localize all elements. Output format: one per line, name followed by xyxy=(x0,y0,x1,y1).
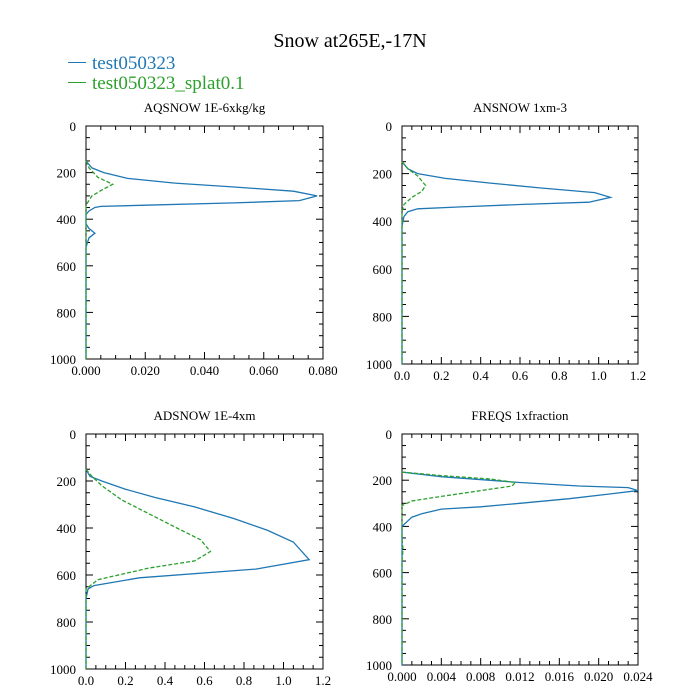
y-tick-label: 600 xyxy=(57,259,77,274)
x-tick-label: 0.4 xyxy=(157,673,174,688)
series-line-test050323 xyxy=(401,161,614,364)
x-tick-label: 0.000 xyxy=(71,363,100,378)
x-tick-label: 0.000 xyxy=(387,669,416,684)
x-tick-label: 0.024 xyxy=(623,669,653,684)
y-tick-label: 800 xyxy=(57,615,77,630)
x-tick-label: 0.080 xyxy=(308,363,337,378)
x-tick-label: 0.4 xyxy=(473,368,490,383)
series-line-test050323-splat0-1 xyxy=(401,471,517,665)
x-tick-label: 0.012 xyxy=(505,669,534,684)
y-tick-label: 400 xyxy=(57,212,77,227)
y-tick-label: 0 xyxy=(70,119,77,134)
x-tick-label: 0.2 xyxy=(433,368,449,383)
panel-2-title: ANSNOW 1xm-3 xyxy=(473,100,567,115)
x-tick-label: 0.060 xyxy=(249,363,278,378)
y-tick-label: 1000 xyxy=(50,662,76,677)
y-tick-label: 800 xyxy=(373,309,393,324)
y-tick-label: 400 xyxy=(373,519,393,534)
legend-label-2: test050323_splat0.1 xyxy=(92,73,245,94)
panel-4-title: FREQS 1xfraction xyxy=(471,408,569,423)
panel-1-frame xyxy=(85,125,324,360)
panel-3-title: ADSNOW 1E-4xm xyxy=(154,408,256,423)
x-tick-label: 1.2 xyxy=(630,368,646,383)
y-tick-label: 600 xyxy=(373,566,393,581)
y-tick-label: 400 xyxy=(57,521,77,536)
figure-title: Snow at265E,-17N xyxy=(273,30,427,52)
y-tick-label: 200 xyxy=(373,167,393,182)
series-line-test050323 xyxy=(85,160,318,359)
series-line-test050323-splat0-1 xyxy=(85,468,212,669)
y-tick-label: 0 xyxy=(386,427,393,442)
y-tick-label: 1000 xyxy=(50,352,76,367)
x-tick-label: 0.020 xyxy=(131,363,160,378)
x-tick-label: 1.2 xyxy=(315,673,331,688)
x-tick-label: 0.0 xyxy=(78,673,94,688)
y-tick-label: 1000 xyxy=(366,357,392,372)
y-tick-label: 600 xyxy=(57,568,77,583)
panel-3-frame xyxy=(85,433,324,670)
y-tick-label: 800 xyxy=(57,305,77,320)
legend-label-1: test050323 xyxy=(92,53,176,74)
x-tick-label: 0.020 xyxy=(584,669,613,684)
y-tick-label: 200 xyxy=(57,166,77,181)
legend-line-2-icon xyxy=(68,82,86,84)
panel-2-frame xyxy=(401,125,639,365)
legend-line-1-icon xyxy=(68,62,86,64)
series-line-test050323-splat0-1 xyxy=(85,160,115,359)
panel-1: AQSNOW 1E-6xkg/kg 0.000 0.020 0.040 0.060 0.0… xyxy=(50,100,338,378)
x-tick-label: 0.040 xyxy=(190,363,219,378)
x-tick-label: 0.004 xyxy=(427,669,457,684)
series-line-test050323 xyxy=(401,471,639,665)
y-tick-label: 600 xyxy=(373,262,393,277)
x-tick-label: 0.2 xyxy=(117,673,133,688)
y-tick-label: 0 xyxy=(386,119,393,134)
legend-entry-1: test050323 xyxy=(68,54,175,74)
x-tick-label: 0.6 xyxy=(196,673,213,688)
panel-1-title: AQSNOW 1E-6xkg/kg xyxy=(144,100,266,115)
x-tick-label: 0.008 xyxy=(466,669,495,684)
y-tick-label: 1000 xyxy=(366,658,392,673)
x-tick-label: 0.8 xyxy=(236,673,252,688)
panel-2: ANSNOW 1xm-3 0.0 0.2 0.4 0.6 0.8 1.0 1.2 0 200 400… xyxy=(366,100,646,383)
legend-entry-2: test050323_splat0.1 xyxy=(68,74,245,94)
series-line-test050323-splat0-1 xyxy=(401,161,427,364)
x-tick-label: 0.6 xyxy=(512,368,529,383)
panel-4: FREQS 1xfraction 0.000 0.004 0.008 0.012 0.01… xyxy=(366,408,653,684)
panel-4-frame xyxy=(401,433,639,666)
y-tick-label: 200 xyxy=(57,474,77,489)
panel-3: ADSNOW 1E-4xm 0.0 0.2 0.4 0.6 0.8 1.0 1.2 0 200 40… xyxy=(50,408,331,688)
x-tick-label: 1.0 xyxy=(275,673,291,688)
y-tick-label: 800 xyxy=(373,612,393,627)
x-tick-label: 0.8 xyxy=(551,368,567,383)
x-tick-label: 0.016 xyxy=(545,669,575,684)
y-tick-label: 0 xyxy=(70,427,77,442)
x-tick-label: 1.0 xyxy=(591,368,607,383)
series-line-test050323 xyxy=(85,468,311,669)
x-tick-label: 0.0 xyxy=(394,368,410,383)
y-tick-label: 200 xyxy=(373,473,393,488)
y-tick-label: 400 xyxy=(373,214,393,229)
